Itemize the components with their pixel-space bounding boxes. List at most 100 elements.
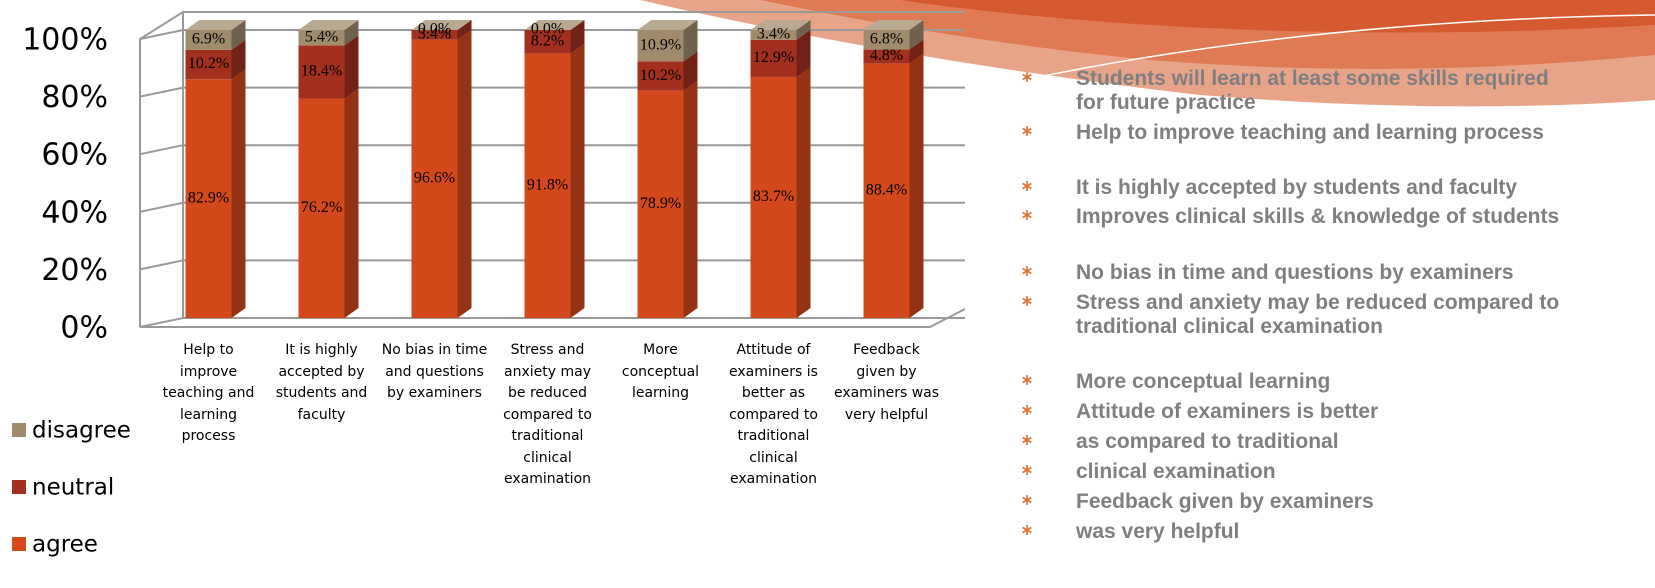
value-label: 8.2% [531,32,564,49]
bullet-text: Students will learn at least some skills… [1076,67,1549,114]
bullet-stroke [1022,496,1032,504]
bar-side-shade [457,29,472,319]
bar-side-shade [457,20,472,40]
bar-top [637,20,698,30]
grid-line [139,86,965,98]
value-label: 82.9% [188,189,229,206]
bar [411,39,458,319]
bar-side-shade [344,88,359,318]
bullet-text: Feedback given by examiners [1076,490,1374,513]
bar [637,61,684,91]
grid-line [139,317,965,328]
bullet-mark [1022,405,1032,415]
bar-side [909,53,924,319]
value-label: 76.2% [301,199,342,216]
bar-side-shade [909,53,924,319]
bar-top [863,20,924,30]
value-label: 91.8% [527,176,568,193]
grid-line [139,29,965,40]
bar-top-shade [750,20,811,30]
bar-side-shade [683,80,698,318]
legend-swatch [12,537,26,551]
bullet-mark [1022,126,1032,136]
y-tick-label: 20% [41,253,108,288]
bullet-stroke [1022,436,1032,444]
bullet-mark [1022,375,1032,385]
bar-top-shade [411,20,472,30]
bullet-text: Attitude of examiners is better [1076,400,1379,423]
grid-line [139,259,965,271]
bullet-mark [1022,181,1032,191]
value-label: 4.8% [870,47,903,64]
bar-side-shade [231,39,246,80]
value-label: 10.2% [188,55,229,72]
bar-top [524,20,585,30]
wall [139,10,184,327]
bar-side [231,20,246,50]
bullet-mark [1022,296,1032,306]
bar-top-shade [185,20,246,30]
bar [524,30,571,54]
x-tick-label: No bias in time and questions by examine… [381,342,488,401]
bar [411,30,458,40]
value-label: 6.9% [192,31,225,48]
bullet-text: It is highly accepted by students and fa… [1076,176,1518,199]
bullet-text: No bias in time and questions by examine… [1076,261,1514,284]
value-label: 88.4% [866,181,907,198]
bullet-mark [1022,525,1032,535]
bullet-stroke [1022,466,1032,474]
bar [298,30,345,46]
bar-side [457,20,472,40]
y-tick-label: 80% [41,80,108,115]
bar-top [185,20,246,30]
bullet-stroke [1022,297,1032,305]
bar-top [411,20,472,30]
bar-top-shade [637,20,698,30]
grid-line [139,144,965,156]
bar [637,30,684,62]
legend-swatch [12,423,26,437]
bar [185,79,232,318]
bar-side [909,39,924,64]
bullet-mark [1022,210,1032,220]
bullet-text: More conceptual learning [1076,370,1331,393]
bar-side-shade [231,69,246,318]
bar-top-shade [298,20,359,30]
bar-side-shade [344,20,359,46]
bullet-mark [1022,435,1032,445]
bar-side-shade [683,20,698,62]
bar-side-shade [796,20,811,40]
bar-side [344,88,359,318]
bar [750,76,797,318]
x-tick-label: Help to improve teaching and learning pr… [162,342,255,444]
bar-side-shade [796,29,811,77]
bar [298,98,345,318]
bullet-mark [1022,495,1032,505]
bullet-stroke [1022,376,1032,384]
value-label: 6.8% [870,30,903,47]
value-label: 18.4% [301,63,342,80]
bar [185,30,232,50]
bullet-stroke [1022,406,1032,414]
swoosh-line [999,14,1655,86]
bullet-text: as compared to traditional [1076,430,1339,453]
bar [298,45,345,99]
value-label: 5.4% [305,28,338,45]
bar-side [344,20,359,46]
bar-side [457,29,472,319]
bar [750,30,797,40]
bar [637,90,684,318]
y-tick-label: 100% [22,23,108,58]
bar-side [796,66,811,318]
legend-label: agree [32,532,98,558]
value-label: 78.9% [640,195,681,212]
bullet-text: was very helpful [1076,520,1240,543]
legend-label: disagree [32,418,131,444]
value-label: 12.9% [753,49,794,66]
bullet-mark [1022,266,1032,276]
bar-top [750,20,811,30]
value-label: 83.7% [753,188,794,205]
bar-side [231,39,246,80]
